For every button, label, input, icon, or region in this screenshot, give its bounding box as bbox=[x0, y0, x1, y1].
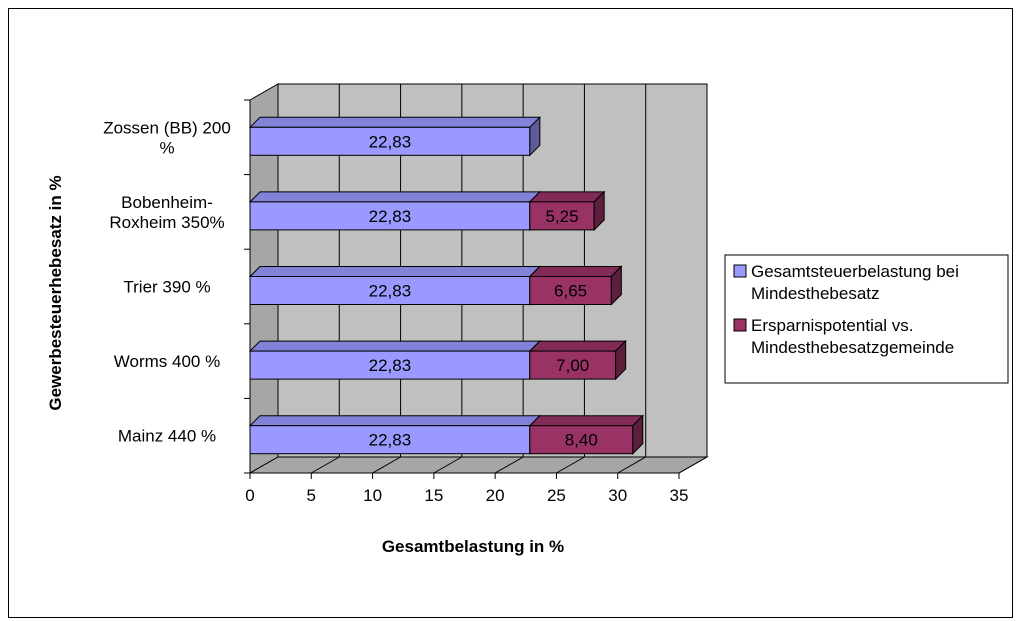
category-label: Trier 390 % bbox=[123, 278, 210, 297]
floor-gridline bbox=[556, 456, 585, 474]
data-label: 22,83 bbox=[369, 207, 412, 226]
category-label: Bobenheim-Roxheim 350% bbox=[109, 193, 224, 232]
bar-top-face bbox=[528, 191, 606, 203]
data-label: 5,25 bbox=[545, 207, 578, 226]
bar-top-face bbox=[528, 415, 644, 427]
bar-savings-1 bbox=[529, 350, 617, 380]
floor-gridline bbox=[617, 456, 646, 474]
bar-base-1 bbox=[249, 350, 531, 380]
floor-gridline bbox=[678, 456, 708, 474]
x-tick-label: 25 bbox=[547, 486, 566, 505]
data-label: 22,83 bbox=[369, 282, 412, 301]
legend-box bbox=[724, 254, 1009, 384]
x-tick-label: 10 bbox=[363, 486, 382, 505]
bar-top-face bbox=[248, 266, 542, 277]
chart-frame: 0 5 10 15 20 25 30 35 22,83 8,40 Mainz 440 % 22,83… bbox=[8, 8, 1013, 618]
bar-top-face bbox=[248, 191, 542, 203]
bar-side-face bbox=[529, 116, 541, 157]
axes: 0 5 10 15 20 25 30 35 bbox=[244, 99, 689, 505]
bar-side-face bbox=[615, 339, 627, 381]
bars bbox=[248, 116, 644, 455]
legend-label: Gesamtsteuerbelastung bei Mindesthebesatz bbox=[751, 262, 959, 303]
legend-label: Ersparnispotential vs. Mindesthebesatzgem… bbox=[751, 316, 954, 357]
x-tick-label: 20 bbox=[486, 486, 505, 505]
x-tick-label: 30 bbox=[608, 486, 627, 505]
bar-side-face bbox=[632, 414, 644, 455]
category-label: Mainz 440 % bbox=[118, 427, 216, 446]
bar-top-face bbox=[248, 415, 542, 427]
bar-base-4 bbox=[249, 126, 531, 156]
legend: Gesamtsteuerbelastung bei Mindesthebesatz… bbox=[724, 254, 1009, 384]
x-axis-title: Gesamtbelastung in % bbox=[382, 537, 564, 556]
bar-top-face bbox=[248, 340, 542, 352]
bar-savings-2 bbox=[529, 276, 612, 305]
x-tick-label: 0 bbox=[245, 486, 254, 505]
x-tick-label: 15 bbox=[424, 486, 443, 505]
floor-gridline bbox=[311, 456, 340, 474]
bar-top-face bbox=[528, 266, 623, 277]
floor-gridline bbox=[494, 456, 524, 474]
data-label: 22,83 bbox=[369, 431, 412, 450]
data-label: 22,83 bbox=[369, 356, 412, 375]
legend-swatch bbox=[733, 264, 747, 278]
floor-gridline bbox=[372, 456, 401, 474]
bar-base-0 bbox=[249, 425, 531, 455]
data-label: 7,00 bbox=[556, 356, 589, 375]
data-label: 8,40 bbox=[565, 431, 598, 450]
bar-savings-0 bbox=[529, 425, 634, 455]
bar-base-2 bbox=[249, 276, 531, 305]
data-label: 6,65 bbox=[554, 282, 587, 301]
data-label: 22,83 bbox=[369, 132, 412, 151]
bar-top-face bbox=[528, 340, 627, 352]
bar-top-face bbox=[248, 116, 542, 128]
category-label: Worms 400 % bbox=[114, 352, 220, 371]
floor bbox=[248, 456, 709, 474]
x-tick-label: 35 bbox=[670, 486, 689, 505]
x-tick-label: 5 bbox=[307, 486, 316, 505]
category-label: Zossen (BB) 200% bbox=[103, 118, 231, 157]
y-axis-title: Gewerbesteuerhebesatz in % bbox=[46, 175, 65, 410]
labels: 22,83 8,40 Mainz 440 % 22,83 7,00 Worms 400 %… bbox=[103, 118, 598, 449]
legend-swatch bbox=[733, 318, 747, 332]
bar-side-face bbox=[610, 265, 622, 306]
bar-side-face bbox=[593, 190, 605, 232]
floor-gridline bbox=[433, 456, 463, 474]
